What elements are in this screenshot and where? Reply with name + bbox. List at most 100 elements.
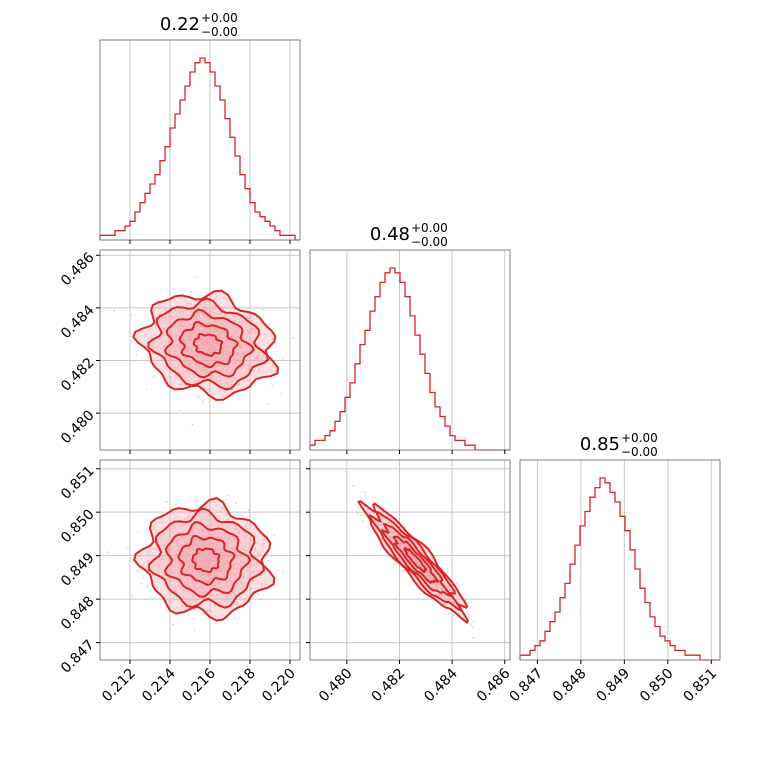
scatter-point [206, 337, 209, 340]
scatter-point [234, 547, 237, 549]
scatter-point [177, 366, 179, 368]
scatter-point [375, 529, 378, 532]
scatter-point [210, 344, 213, 346]
scatter-point [228, 553, 231, 556]
scatter-point [220, 537, 223, 540]
scatter-point [210, 575, 213, 577]
scatter-point [216, 341, 219, 344]
scatter-point [170, 524, 173, 527]
scatter-point [395, 534, 398, 537]
scatter-point [240, 555, 242, 558]
histogram-bin [235, 156, 240, 240]
scatter-point [230, 371, 232, 373]
histogram-bin [110, 235, 115, 240]
scatter-point [229, 570, 232, 573]
scatter-point [195, 324, 198, 326]
scatter-point [428, 578, 431, 581]
scatter-point [224, 353, 227, 355]
scatter-point [169, 360, 172, 362]
histogram-bin [125, 226, 130, 240]
scatter-point [229, 342, 232, 345]
scatter-point [186, 534, 189, 537]
scatter-point [240, 321, 243, 324]
scatter-point [226, 377, 229, 380]
histogram-bin [625, 531, 630, 660]
scatter-point [206, 554, 209, 556]
scatter-point [174, 588, 177, 591]
contour-level [177, 534, 236, 586]
scatter-point [178, 532, 180, 535]
scatter-point [214, 358, 217, 361]
scatter-point [213, 541, 216, 544]
scatter-point [219, 531, 222, 534]
scatter-point [207, 363, 210, 366]
histogram-bin [175, 114, 180, 240]
scatter-point [218, 566, 221, 569]
scatter-point [191, 366, 193, 368]
scatter-point [224, 347, 226, 349]
scatter-point [239, 541, 242, 544]
histogram-bin [170, 128, 175, 240]
scatter-point [439, 584, 442, 587]
histogram-line [519, 477, 720, 661]
scatter-point [197, 561, 200, 564]
panel-frame [99, 39, 301, 241]
scatter-point [185, 568, 187, 571]
scatter-point [191, 341, 194, 344]
scatter-point [184, 518, 186, 521]
scatter-point [169, 527, 172, 529]
scatter-point [201, 573, 204, 575]
histogram-bin [395, 273, 400, 450]
scatter-point [230, 383, 233, 386]
scatter-point [166, 542, 169, 545]
scatter-point [163, 346, 165, 349]
scatter-point [228, 555, 231, 558]
scatter-point [193, 629, 196, 632]
scatter-point [202, 350, 205, 353]
density-panel-1-0 [113, 276, 295, 426]
scatter-point [227, 598, 230, 601]
scatter-point [194, 332, 196, 335]
scatter-point [198, 540, 201, 543]
scatter-point [145, 315, 148, 317]
scatter-point [254, 331, 257, 334]
scatter-point [446, 567, 449, 570]
x-tick-label: 0.218 [219, 666, 259, 706]
scatter-point [359, 514, 362, 517]
scatter-point [162, 380, 165, 383]
scatter-point [188, 365, 191, 368]
scatter-point [207, 356, 210, 359]
scatter-point [176, 355, 179, 358]
histogram-bin [675, 650, 680, 660]
scatter-point [195, 582, 198, 585]
scatter-point [210, 609, 213, 612]
scatter-point [217, 580, 219, 583]
scatter-point [217, 331, 220, 333]
scatter-point [235, 525, 238, 527]
scatter-point [391, 539, 393, 542]
scatter-point [247, 332, 249, 335]
scatter-point [230, 541, 233, 544]
scatter-point [216, 334, 218, 337]
scatter-point [171, 316, 174, 319]
histogram-bin [320, 440, 325, 450]
scatter-point [242, 585, 245, 588]
scatter-point [410, 556, 413, 559]
scatter-point [198, 364, 200, 366]
scatter-point [231, 582, 234, 584]
histogram-bin [335, 421, 340, 450]
scatter-point [142, 561, 145, 564]
scatter-point [213, 533, 216, 536]
scatter-point [246, 350, 249, 352]
scatter-point [431, 575, 433, 578]
scatter-point [200, 566, 203, 569]
scatter-point [227, 526, 229, 529]
scatter-point [234, 594, 237, 597]
scatter-point [204, 341, 207, 343]
scatter-point [210, 310, 212, 313]
scatter-point [172, 540, 175, 543]
scatter-point [208, 350, 210, 352]
scatter-point [170, 376, 172, 379]
scatter-point [253, 375, 256, 377]
scatter-point [237, 335, 240, 338]
